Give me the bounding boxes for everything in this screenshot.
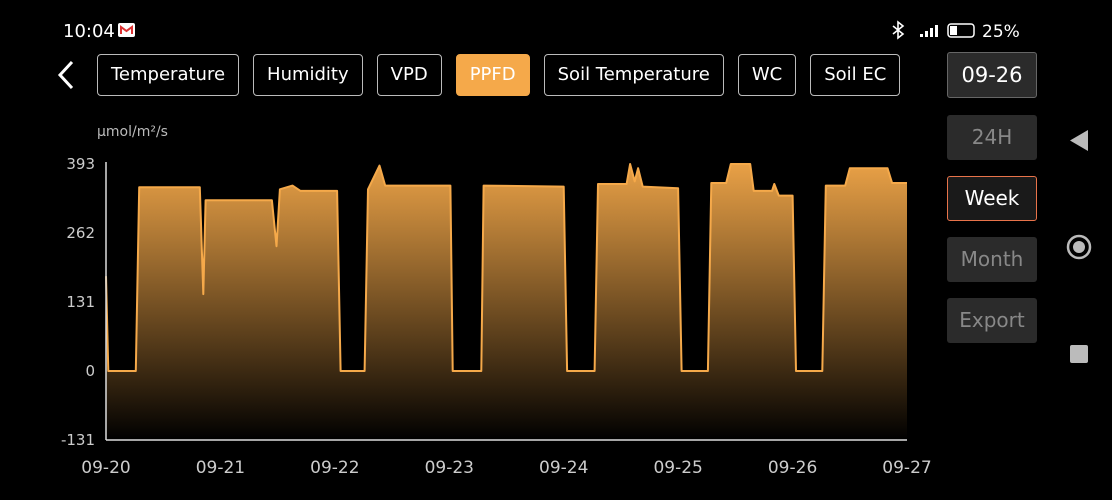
x-tick-label: 09-26	[768, 458, 817, 478]
status-time: 10:04	[63, 21, 115, 42]
nav-back[interactable]	[1070, 130, 1088, 151]
tab[interactable]: Soil Temperature	[543, 54, 724, 96]
range-button[interactable]: Month	[947, 237, 1037, 282]
battery-icon	[947, 23, 975, 38]
battery-text: 25%	[982, 22, 1020, 42]
tab[interactable]: WC	[737, 54, 797, 96]
date-button[interactable]: 09-26	[947, 52, 1037, 98]
tab[interactable]: Soil EC	[810, 54, 901, 96]
signal-icon	[920, 25, 938, 37]
tab[interactable]: Temperature	[97, 54, 240, 96]
nav-home[interactable]	[1066, 234, 1092, 260]
x-tick-label: 09-23	[425, 458, 474, 478]
export-button[interactable]: Export	[947, 298, 1037, 343]
tab[interactable]: PPFD	[455, 54, 530, 96]
range-button[interactable]: Week	[947, 176, 1037, 221]
tab[interactable]: Humidity	[253, 54, 363, 96]
y-tick-label: -131	[61, 431, 95, 449]
y-tick-label: 0	[85, 362, 95, 380]
tab[interactable]: VPD	[376, 54, 442, 96]
x-tick-label: 09-20	[81, 458, 130, 478]
bluetooth-icon	[892, 20, 905, 40]
x-tick-label: 09-27	[882, 458, 931, 478]
area-fill	[106, 164, 907, 440]
y-axis-label: μmol/m²/s	[97, 124, 168, 140]
y-tick-label: 262	[66, 224, 95, 242]
nav-home-dot	[1073, 241, 1085, 253]
x-tick-label: 09-25	[653, 458, 702, 478]
x-tick-label: 09-21	[196, 458, 245, 478]
battery-level	[950, 26, 957, 35]
tab-bar: Temperature Humidity VPD PPFD Soil Temperatu…	[97, 54, 933, 96]
back-button[interactable]	[57, 60, 74, 90]
x-tick-label: 09-24	[539, 458, 588, 478]
mail-icon-m	[120, 25, 133, 34]
y-tick-label: 131	[66, 293, 95, 311]
area-line	[105, 163, 907, 372]
x-tick-label: 09-22	[310, 458, 359, 478]
nav-recents[interactable]	[1070, 345, 1088, 363]
range-button[interactable]: 24H	[947, 115, 1037, 160]
y-tick-label: 393	[66, 155, 95, 173]
